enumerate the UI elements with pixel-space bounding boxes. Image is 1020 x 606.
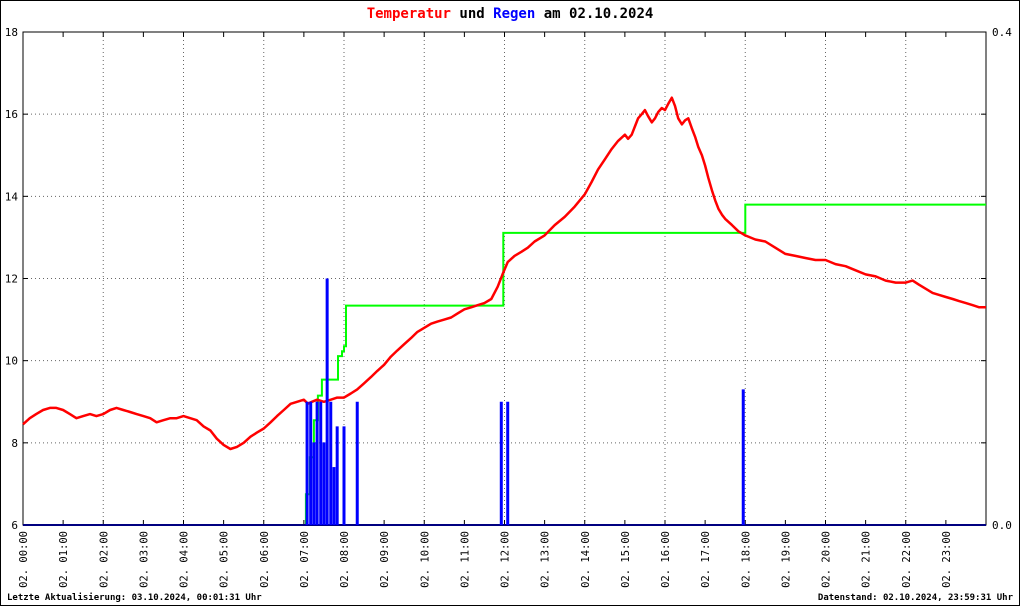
x-tick-label: 02. 20:00 (821, 531, 833, 588)
y-left-tick-label: 14 (5, 190, 19, 203)
x-tick-label: 02. 17:00 (700, 531, 712, 588)
y-left-tick-label: 16 (5, 108, 18, 121)
x-tick-label: 02. 01:00 (58, 531, 70, 588)
x-tick-label: 02. 18:00 (740, 531, 752, 588)
x-tick-label: 02. 04:00 (179, 531, 191, 588)
x-tick-label: 02. 00:00 (18, 531, 30, 588)
x-tick-label: 02. 21:00 (861, 531, 873, 588)
x-tick-label: 02. 13:00 (540, 531, 552, 588)
x-tick-label: 02. 08:00 (339, 531, 351, 588)
x-tick-label: 02. 11:00 (459, 531, 471, 588)
x-tick-label: 02. 03:00 (138, 531, 150, 588)
footer-last-update: Letzte Aktualisierung: 03.10.2024, 00:01… (7, 593, 262, 603)
x-tick-label: 02. 09:00 (379, 531, 391, 588)
x-tick-label: 02. 22:00 (901, 531, 913, 588)
y-right-tick-label: 0.0 (992, 519, 1012, 532)
title-part-regen: Regen (493, 6, 536, 22)
y-left-tick-label: 8 (11, 437, 18, 450)
x-tick-label: 02. 10:00 (419, 531, 431, 588)
y-left-tick-label: 18 (5, 26, 18, 39)
x-tick-label: 02. 07:00 (299, 531, 311, 588)
y-right-tick-label: 0.4 (992, 26, 1012, 39)
x-tick-label: 02. 06:00 (259, 531, 271, 588)
x-tick-label: 02. 15:00 (620, 531, 632, 588)
x-tick-label: 02. 14:00 (580, 531, 592, 588)
x-tick-label: 02. 12:00 (500, 531, 512, 588)
title-part-date: am 02.10.2024 (535, 6, 654, 22)
x-tick-label: 02. 05:00 (219, 531, 231, 588)
x-tick-label: 02. 19:00 (780, 531, 792, 588)
title-part-temperatur: Temperatur (366, 6, 451, 22)
chart-title: Temperatur und Regen am 02.10.2024 (1, 6, 1019, 22)
title-part-und: und (450, 6, 494, 22)
y-left-tick-label: 12 (5, 273, 18, 286)
series-Temperatur (22, 96, 986, 451)
x-tick-label: 02. 23:00 (941, 531, 953, 588)
footer-data-timestamp: Datenstand: 02.10.2024, 23:59:31 Uhr (817, 593, 1013, 603)
y-left-tick-label: 6 (11, 519, 18, 532)
x-tick-label: 02. 02:00 (98, 531, 110, 588)
y-left-tick-label: 10 (5, 355, 18, 368)
x-tick-label: 02. 16:00 (660, 531, 672, 588)
